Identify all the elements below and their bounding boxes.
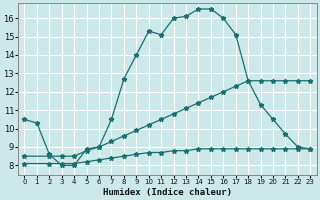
X-axis label: Humidex (Indice chaleur): Humidex (Indice chaleur) xyxy=(103,188,232,197)
